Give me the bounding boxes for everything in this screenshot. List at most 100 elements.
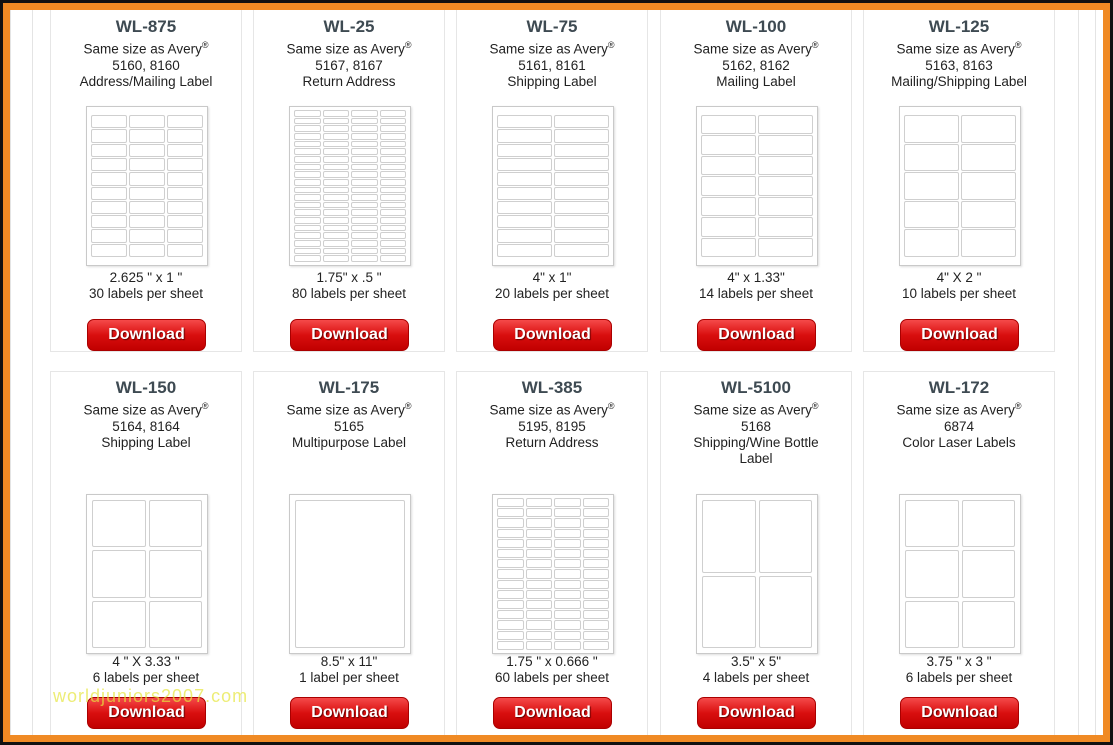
label-dimensions: 4" X 2 " xyxy=(936,270,982,285)
label-cell xyxy=(379,232,406,240)
label-cell xyxy=(497,579,524,589)
label-size-info: 4" X 2 " 10 labels per sheet xyxy=(864,270,1054,302)
label-cell xyxy=(497,610,524,620)
download-button[interactable]: Download xyxy=(87,697,206,729)
download-button[interactable]: Download xyxy=(87,319,206,351)
label-cell xyxy=(92,600,146,648)
label-cell xyxy=(322,132,349,140)
label-cell xyxy=(294,209,321,217)
label-cell xyxy=(702,500,756,573)
download-button[interactable]: Download xyxy=(697,319,816,351)
label-cell xyxy=(379,224,406,232)
label-cell xyxy=(294,178,321,186)
label-cell xyxy=(379,209,406,217)
avery-compat: Same size as Avery® xyxy=(51,398,241,419)
label-cell xyxy=(379,125,406,132)
label-cell xyxy=(294,217,321,224)
label-cell xyxy=(701,176,756,196)
label-cell xyxy=(497,599,524,610)
label-cell xyxy=(497,508,524,518)
label-cell xyxy=(91,157,127,172)
avery-compat: Same size as Avery® xyxy=(457,398,647,419)
label-cell xyxy=(129,186,165,200)
label-dimensions: 4 " X 3.33 " xyxy=(112,654,180,669)
label-cell xyxy=(582,528,609,538)
label-cell xyxy=(554,143,609,157)
download-button[interactable]: Download xyxy=(900,697,1019,729)
label-cell xyxy=(758,237,813,257)
product-code: WL-5100 xyxy=(721,378,791,397)
label-cell xyxy=(554,630,581,640)
label-cell xyxy=(961,200,1016,229)
label-cell xyxy=(91,186,127,200)
label-cell xyxy=(351,247,378,255)
label-cell xyxy=(525,538,552,548)
label-cell xyxy=(322,232,349,240)
label-cell xyxy=(167,115,203,129)
label-cell xyxy=(961,115,1016,143)
label-cell xyxy=(167,172,203,186)
label-cell xyxy=(351,171,378,178)
label-cell xyxy=(129,143,165,157)
label-cell xyxy=(905,500,959,548)
label-cell xyxy=(91,215,127,229)
label-cell xyxy=(322,155,349,163)
label-cell xyxy=(91,172,127,186)
label-cell xyxy=(351,148,378,155)
label-cell xyxy=(701,135,756,155)
label-dimensions: 4" x 1" xyxy=(532,270,572,285)
label-cell xyxy=(582,620,609,630)
label-cell xyxy=(961,500,1015,548)
label-cell xyxy=(322,240,349,247)
label-cell xyxy=(91,115,127,129)
label-cell xyxy=(379,247,406,255)
avery-codes: 5164, 8164 xyxy=(112,418,180,434)
label-sheet-preview xyxy=(492,494,614,654)
label-cell xyxy=(525,579,552,589)
label-cell xyxy=(129,129,165,143)
label-cell xyxy=(322,194,349,201)
label-cell xyxy=(322,148,349,155)
label-cell xyxy=(904,115,959,143)
label-cell xyxy=(351,178,378,186)
label-cell xyxy=(497,518,524,528)
avery-compat: Same size as Avery® xyxy=(51,37,241,58)
download-button[interactable]: Download xyxy=(697,697,816,729)
label-cell xyxy=(554,569,581,579)
avery-codes: 5160, 8160 xyxy=(112,57,180,73)
label-cell xyxy=(322,217,349,224)
avery-prefix: Same size as Avery xyxy=(896,402,1015,418)
label-cell xyxy=(322,201,349,209)
label-type: Address/Mailing Label xyxy=(79,73,213,89)
label-cell xyxy=(322,224,349,232)
labels-per-sheet: 30 labels per sheet xyxy=(88,286,204,301)
label-cell xyxy=(758,500,812,573)
download-button[interactable]: Download xyxy=(290,319,409,351)
label-cell xyxy=(582,640,609,650)
avery-prefix: Same size as Avery xyxy=(896,41,1015,57)
product-card: WL-875 Same size as Avery® 5160, 8160 Ad… xyxy=(50,10,242,352)
label-cell xyxy=(294,232,321,240)
label-cell xyxy=(554,579,581,589)
label-cell xyxy=(758,176,813,196)
download-button[interactable]: Download xyxy=(493,697,612,729)
download-button[interactable]: Download xyxy=(493,319,612,351)
label-cell xyxy=(701,155,756,176)
label-cell xyxy=(497,569,524,579)
product-card: WL-172 Same size as Avery® 6874 Color La… xyxy=(863,371,1055,735)
page-frame: WL-875 Same size as Avery® 5160, 8160 Ad… xyxy=(3,3,1110,742)
watermark: worldjuniors2007.com xyxy=(53,686,249,706)
label-cell xyxy=(758,115,813,135)
label-cell xyxy=(582,498,609,508)
labels-per-sheet: 20 labels per sheet xyxy=(494,286,610,301)
label-sheet-preview xyxy=(289,106,411,266)
download-button[interactable]: Download xyxy=(900,319,1019,351)
label-cell xyxy=(525,548,552,559)
label-cell xyxy=(554,129,609,143)
label-cell xyxy=(351,155,378,163)
label-cell xyxy=(758,155,813,176)
label-cell xyxy=(294,171,321,178)
download-button[interactable]: Download xyxy=(290,697,409,729)
label-sheet-preview xyxy=(86,106,208,266)
label-cell xyxy=(379,217,406,224)
